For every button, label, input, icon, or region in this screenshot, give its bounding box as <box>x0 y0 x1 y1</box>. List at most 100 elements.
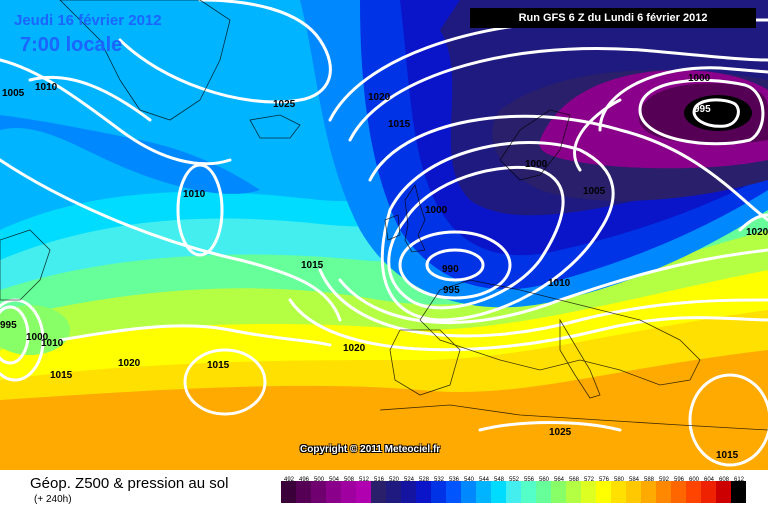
isobar-label: 1010 <box>41 338 64 349</box>
isobar-label: 1000 <box>425 205 448 216</box>
isobar-1010-nw <box>28 75 152 122</box>
scale-swatch <box>551 481 566 503</box>
coast-ireland <box>384 214 401 241</box>
isobar-label: 1015 <box>716 450 739 461</box>
color-scale <box>281 481 746 503</box>
isobar-label: 1020 <box>746 227 768 238</box>
isobar-label: 1000 <box>688 73 711 84</box>
isobar-label: 1005 <box>583 186 606 197</box>
coastlines <box>0 0 768 431</box>
scale-label: 496 <box>299 477 310 483</box>
scale-label: 500 <box>314 477 325 483</box>
scale-label: 608 <box>719 477 730 483</box>
scale-label: 508 <box>344 477 355 483</box>
scale-label: 584 <box>629 477 640 483</box>
scale-label: 564 <box>554 477 565 483</box>
scale-label: 588 <box>644 477 655 483</box>
isobar-995 <box>398 230 512 300</box>
coast-iceland <box>249 114 301 139</box>
scale-swatch <box>716 481 731 503</box>
scale-swatch <box>686 481 701 503</box>
isobar-label: 990 <box>442 264 459 275</box>
scale-swatch <box>566 481 581 503</box>
isobar-1000-ne <box>598 66 768 132</box>
isobar-label: 1015 <box>388 119 411 130</box>
isobar-label: 995 <box>694 104 711 115</box>
isobar-995-core <box>692 98 740 128</box>
scale-swatch <box>506 481 521 503</box>
isobar-1025-se <box>478 421 622 432</box>
scale-swatch <box>671 481 686 503</box>
scale-label: 540 <box>464 477 475 483</box>
scale-swatch <box>476 481 491 503</box>
scale-label: 604 <box>704 477 715 483</box>
isobar-1025 <box>118 0 332 104</box>
scale-label: 556 <box>524 477 535 483</box>
forecast-time: 7:00 locale <box>20 34 123 56</box>
scale-swatch <box>491 481 506 503</box>
isobar-label: 1020 <box>343 343 366 354</box>
scale-swatch <box>446 481 461 503</box>
coast-europe <box>419 279 701 386</box>
scale-swatch <box>341 481 356 503</box>
model-run-label: Run GFS 6 Z du Lundi 6 février 2012 <box>470 8 756 28</box>
isobar-1000-high-low <box>638 78 765 146</box>
isobar-1015-west <box>0 158 342 322</box>
coast-canada <box>0 229 51 301</box>
scale-label: 492 <box>284 477 295 483</box>
isobars <box>0 0 768 467</box>
scale-swatch <box>596 481 611 503</box>
scale-swatch <box>611 481 626 503</box>
scale-swatch <box>641 481 656 503</box>
isobar-label: 1000 <box>26 332 49 343</box>
forecast-date: Jeudi 16 février 2012 <box>14 12 162 29</box>
scale-swatch <box>386 481 401 503</box>
scale-label: 536 <box>449 477 460 483</box>
isobar-label: 995 <box>443 285 460 296</box>
scale-swatch <box>731 481 746 503</box>
forecast-range: (+ 240h) <box>34 494 72 505</box>
scale-label: 516 <box>374 477 385 483</box>
isobar-1005-ne <box>573 98 622 172</box>
band-blue-west <box>0 115 260 194</box>
scale-swatch <box>371 481 386 503</box>
scale-swatch <box>311 481 326 503</box>
scale-label: 600 <box>689 477 700 483</box>
scale-swatch <box>581 481 596 503</box>
scale-label: 612 <box>734 477 745 483</box>
isobar-label: 1020 <box>118 358 141 369</box>
isobar-label: 1010 <box>548 278 571 289</box>
isobar-1015-se <box>688 373 768 467</box>
isobar-1005-left <box>0 305 30 365</box>
isobar-label: 995 <box>0 320 17 331</box>
isobar-1015b <box>318 268 768 338</box>
isobar-1020b <box>288 298 768 352</box>
scale-swatch <box>656 481 671 503</box>
isobar-1000-low <box>387 165 565 310</box>
scale-label: 548 <box>494 477 505 483</box>
z500-map: 1005 1010 1025 1020 1015 1000 995 1000 1… <box>0 0 768 470</box>
scale-swatch <box>356 481 371 503</box>
isobar-label: 1010 <box>183 189 206 200</box>
scale-swatch <box>536 481 551 503</box>
scale-label: 552 <box>509 477 520 483</box>
isobar-label: 1005 <box>2 88 25 99</box>
scale-swatch <box>701 481 716 503</box>
scale-swatch <box>401 481 416 503</box>
isobar-label: 1015 <box>301 260 324 271</box>
scale-swatch <box>416 481 431 503</box>
scale-swatch <box>296 481 311 503</box>
scale-label: 568 <box>569 477 580 483</box>
scale-label: 528 <box>419 477 430 483</box>
scale-label: 572 <box>584 477 595 483</box>
isobar-1020-west <box>58 324 332 347</box>
scale-label: 532 <box>434 477 445 483</box>
coast-iberia <box>389 329 461 396</box>
scale-label: 580 <box>614 477 625 483</box>
isobar-label: 1020 <box>368 92 391 103</box>
isobar-1015 <box>348 46 768 142</box>
scale-label: 544 <box>479 477 490 483</box>
scale-swatch <box>326 481 341 503</box>
scale-swatch <box>521 481 536 503</box>
